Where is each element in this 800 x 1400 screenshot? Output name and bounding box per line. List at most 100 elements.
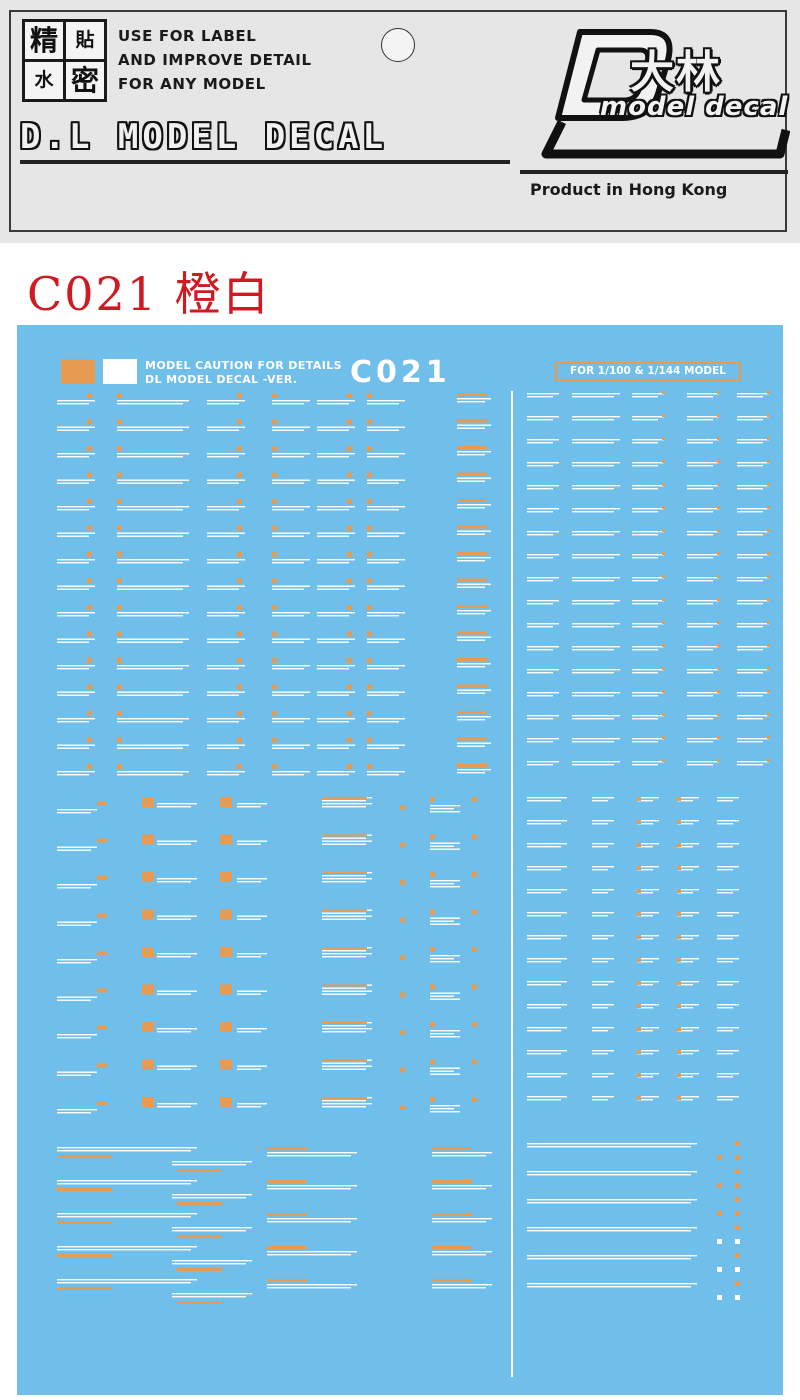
decal-text-mark [322, 993, 366, 995]
decal-text-mark [632, 603, 658, 605]
decal-text-mark [527, 1174, 691, 1176]
decal-text-mark [157, 878, 197, 880]
decal-text-mark [637, 935, 659, 937]
orange-tab-mark [637, 889, 641, 893]
orange-stripe-mark [432, 1180, 472, 1183]
orange-tab-mark [97, 801, 107, 805]
orange-tab-mark [767, 414, 770, 417]
orange-tab-mark [472, 1097, 477, 1102]
decal-text-mark [272, 771, 310, 773]
decal-text-mark [430, 845, 454, 847]
orange-tab-mark [767, 529, 770, 532]
orange-tab-mark [347, 552, 352, 557]
orange-tab-mark [97, 951, 107, 955]
decal-text-mark [592, 1076, 608, 1078]
decal-text-mark [117, 774, 183, 776]
orange-stripe-mark [57, 1155, 112, 1158]
decal-text-mark [57, 1071, 97, 1073]
decal-text-mark [527, 1096, 567, 1098]
orange-tab-mark [637, 981, 641, 985]
orange-tab-mark [237, 631, 242, 637]
decal-text-mark [527, 800, 561, 802]
orange-tab-mark [662, 437, 665, 440]
decal-text-mark [687, 393, 719, 395]
orange-stripe-mark [457, 446, 487, 449]
orange-tab-mark [272, 578, 277, 584]
orange-tab-mark [272, 525, 277, 531]
decal-text-mark [272, 691, 310, 693]
decal-text-mark [272, 403, 304, 405]
decal-text-mark [527, 1073, 567, 1075]
orange-tab-mark [767, 713, 770, 716]
decal-text-mark [572, 554, 620, 556]
decal-text-mark [317, 429, 349, 431]
decal-text-mark [527, 741, 553, 743]
decal-text-mark [367, 559, 405, 561]
decal-text-mark [632, 715, 664, 717]
seal-char: 密 [66, 62, 104, 99]
decal-text-mark [527, 672, 553, 674]
decal-text-mark [717, 800, 733, 802]
decal-text-mark [687, 531, 719, 533]
decal-text-mark [637, 869, 653, 871]
orange-tab-mark [677, 820, 681, 824]
orange-stripe-mark [457, 393, 487, 396]
tagline-line: USE FOR LABEL [118, 27, 257, 45]
decal-text-mark [592, 1053, 608, 1055]
decal-text-mark [267, 1254, 351, 1256]
orange-tab-mark [117, 472, 122, 478]
square-mark [735, 1239, 740, 1244]
orange-tab-mark [767, 460, 770, 463]
orange-tab-mark [272, 711, 277, 716]
decal-text-mark [632, 462, 664, 464]
decal-text-mark [592, 915, 608, 917]
decal-text-mark [57, 612, 95, 614]
decal-text-mark [367, 532, 405, 534]
decal-text-mark [457, 504, 491, 506]
decal-text-mark [117, 588, 183, 590]
orange-tab-mark [717, 529, 720, 532]
orange-tab-mark [347, 446, 352, 451]
decal-text-mark [172, 1161, 252, 1163]
white-color-swatch [103, 359, 137, 384]
orange-tab-mark [767, 598, 770, 601]
decal-text-mark [737, 600, 769, 602]
decal-text-mark [272, 535, 304, 537]
orange-tab-mark [237, 684, 242, 690]
decal-text-mark [687, 741, 713, 743]
decal-text-mark [527, 1202, 691, 1204]
decal-text-mark [207, 641, 239, 643]
header-frame [9, 10, 787, 232]
orange-tab-mark [367, 472, 372, 478]
orange-tab-mark [637, 958, 641, 962]
decal-text-mark [157, 990, 197, 992]
decal-text-mark [687, 738, 719, 740]
orange-tab-mark [677, 889, 681, 893]
orange-tab-mark [717, 460, 720, 463]
decal-text-mark [172, 1296, 246, 1298]
decal-text-mark [322, 990, 372, 992]
decal-text-mark [317, 562, 349, 564]
decal-text-mark [637, 958, 659, 960]
decal-text-mark [527, 623, 559, 625]
decal-text-mark [527, 419, 553, 421]
decal-text-mark [592, 846, 608, 848]
decal-text-mark [527, 508, 559, 510]
orange-tab-mark [677, 1073, 681, 1077]
decal-text-mark [57, 924, 91, 926]
decal-text-mark [272, 774, 304, 776]
product-code-title: C021 橙白 [27, 267, 271, 321]
decal-text-mark [432, 1185, 492, 1187]
decal-text-mark [527, 889, 567, 891]
orange-tab-mark [87, 605, 92, 610]
decal-text-mark [317, 479, 355, 481]
decal-text-mark [207, 721, 239, 723]
decal-text-mark [737, 692, 769, 694]
decal-text-mark [207, 718, 245, 720]
orange-stripe-mark [177, 1169, 222, 1172]
orange-tab-mark [347, 684, 352, 690]
decal-text-mark [737, 626, 763, 628]
decal-text-mark [430, 1036, 460, 1038]
brand-title: D.L MODEL DECAL [20, 117, 388, 157]
decal-text-mark [677, 1076, 693, 1078]
